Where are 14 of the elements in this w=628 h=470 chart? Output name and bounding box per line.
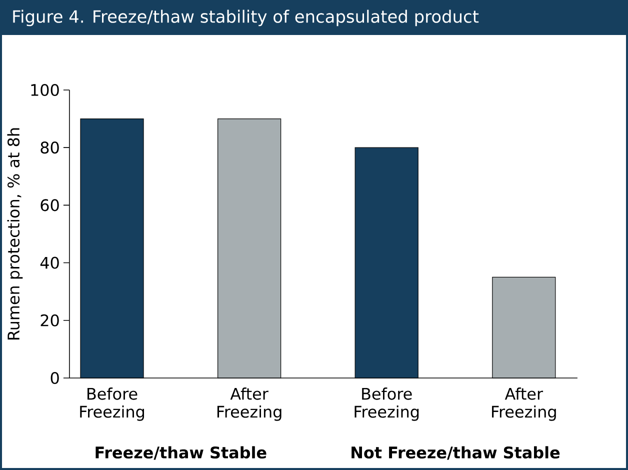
y-tick-label: 20: [40, 314, 59, 326]
y-tick-label: 40: [40, 256, 59, 269]
x-tick-label: Before Freezing: [80, 388, 144, 421]
y-tick-label: 100: [31, 84, 59, 96]
y-tick-label: 60: [40, 199, 59, 212]
x-tick-label: After Freezing: [492, 388, 556, 421]
y-axis-title: Rumen protection, % at 8h: [7, 128, 23, 340]
y-tick-label: 80: [40, 142, 59, 154]
chart-title: Figure 4. Freeze/thaw stability of encapsulated product: [13, 10, 479, 26]
text: Freeze/thaw Stable: [96, 446, 266, 460]
text: Not Freeze/thaw Stable: [352, 446, 560, 460]
y-tick-label: 0: [50, 372, 59, 384]
x-tick-label: After Freezing: [217, 388, 282, 421]
x-tick-label: Before Freezing: [354, 388, 419, 421]
